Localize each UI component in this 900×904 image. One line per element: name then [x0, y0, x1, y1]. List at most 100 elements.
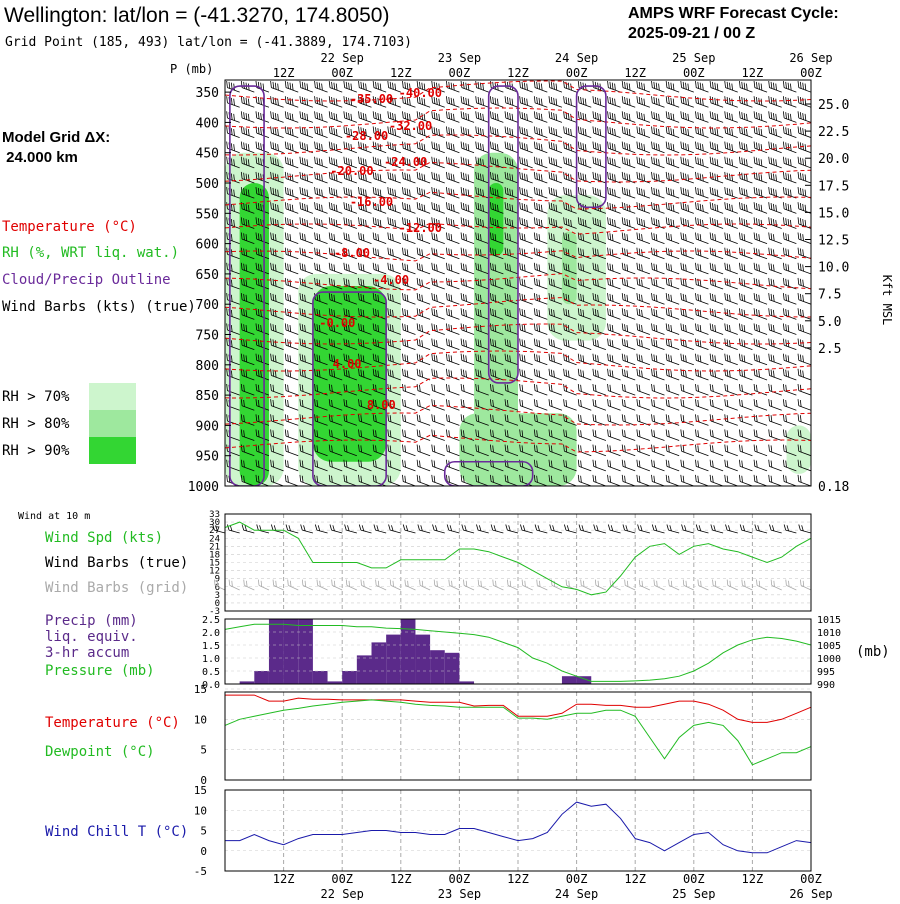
surface-wind-barb [461, 525, 476, 533]
surface-wind-barb [519, 525, 534, 533]
date-label-top: 22 Sep [321, 51, 364, 65]
wind-barb [767, 445, 784, 456]
wind-barb [283, 217, 300, 228]
temperature-contour-label: 8.00 [367, 398, 396, 412]
wind-barb [737, 354, 754, 365]
wind-barb [708, 429, 725, 440]
time-label-top: 00Z [449, 66, 471, 80]
precip-bar [298, 619, 313, 684]
wind-barb [649, 429, 666, 440]
pressure-unit: (mb) [856, 644, 890, 660]
wind-barb [298, 202, 315, 213]
wind-barb [225, 142, 242, 153]
wind-barb [679, 233, 696, 244]
wind-barb [679, 157, 696, 168]
wind-barb [606, 111, 623, 122]
wind-barb [283, 308, 300, 319]
surface-wind-barb [373, 525, 388, 533]
grid-wind-barb [300, 580, 315, 590]
wind-barb [488, 142, 505, 153]
pressure-tick-right: 1000 [817, 654, 841, 665]
wind-barb [518, 81, 535, 92]
wind-barb [635, 111, 652, 122]
wind-barb [606, 399, 623, 410]
wind-barb [342, 81, 359, 92]
wind-barb [723, 399, 740, 410]
wind-barb [459, 81, 476, 92]
wind-barb [796, 354, 813, 365]
wind-barb [313, 233, 330, 244]
wind-barb [693, 323, 710, 334]
wind-barb [444, 126, 461, 137]
wind-barb [752, 202, 769, 213]
wind-barb [518, 202, 535, 213]
wind-barb [327, 142, 344, 153]
wind-barb [752, 369, 769, 380]
wind-barb [723, 263, 740, 274]
wind-barb [767, 187, 784, 198]
wind-barb [459, 308, 476, 319]
wind-barb [708, 308, 725, 319]
wind-barb [781, 399, 798, 410]
wind-barb [723, 293, 740, 304]
wind-barb [693, 142, 710, 153]
wind-barb [635, 126, 652, 137]
wind-barb [313, 111, 330, 122]
precip-legend-1: Precip (mm) [45, 613, 138, 629]
wind-barb [649, 293, 666, 304]
temperature-contour-label: -32.00 [389, 119, 432, 133]
wind-barb [283, 172, 300, 183]
wind-barb [547, 339, 564, 350]
wind-barb [591, 384, 608, 395]
wind-barb [386, 248, 403, 259]
pressure-legend: Pressure (mb) [45, 663, 155, 679]
wind-barb [781, 339, 798, 350]
wind-barb [635, 96, 652, 107]
wind-barb [459, 202, 476, 213]
wind-barb [649, 111, 666, 122]
wind-barb [635, 81, 652, 92]
wind-barb [752, 399, 769, 410]
wind-barb [547, 399, 564, 410]
wind-barb [430, 384, 447, 395]
legend-rh90: RH > 90% [2, 443, 70, 459]
wind-barb [591, 475, 608, 486]
windchill-tick: 15 [194, 784, 207, 797]
wind-barb [679, 308, 696, 319]
dewpoint-legend: Dewpoint (°C) [45, 744, 155, 760]
pressure-tick: 550 [196, 207, 219, 222]
wind-barb [635, 475, 652, 486]
wind-barb [532, 202, 549, 213]
wind-barb [371, 142, 388, 153]
wind-barb [723, 96, 740, 107]
wind-barb [518, 126, 535, 137]
pressure-tick: 650 [196, 268, 219, 283]
wind-barb [283, 445, 300, 456]
grid-wind-barb [344, 580, 359, 590]
time-label-top: 12Z [273, 66, 295, 80]
wind-barb [400, 202, 417, 213]
wind-barb [649, 308, 666, 319]
wind-barb [693, 293, 710, 304]
wind-barb [649, 339, 666, 350]
wind-barb [459, 248, 476, 259]
wind-barb [796, 81, 813, 92]
wind-barb [708, 111, 725, 122]
wind-barb [400, 399, 417, 410]
temp-legend: Temperature (°C) [45, 715, 180, 731]
wind-barb [562, 369, 579, 380]
wind-barb [415, 475, 432, 486]
wind-barb [547, 172, 564, 183]
wind-barb [737, 293, 754, 304]
windchill-tick: 5 [200, 825, 207, 838]
wind-barb [606, 293, 623, 304]
model-grid-value: 24.000 km [2, 149, 78, 166]
wind-barb [781, 233, 798, 244]
wind-barb [313, 263, 330, 274]
wind-barb [693, 354, 710, 365]
surface-wind-barb [783, 525, 798, 533]
wind-barb [342, 217, 359, 228]
wind-barb [781, 293, 798, 304]
